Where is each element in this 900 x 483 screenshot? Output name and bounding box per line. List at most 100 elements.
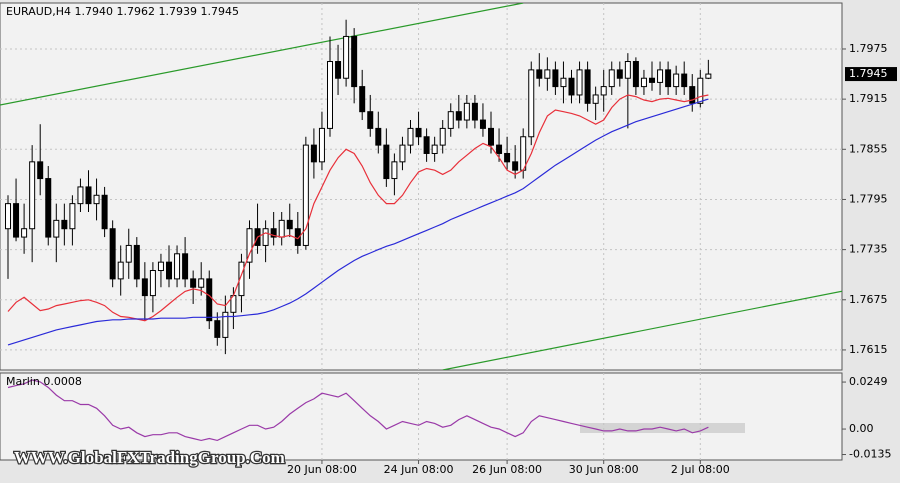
candle-body [222, 311, 229, 338]
x-tick-label: 20 Jun 08:00 [287, 463, 357, 476]
candle-body [520, 136, 527, 171]
candle-body [488, 127, 494, 146]
y-tick-label: 1.7915 [849, 92, 888, 105]
candle-body [359, 86, 366, 113]
candle-body [13, 203, 20, 238]
candle-body [697, 77, 704, 104]
candle-body [270, 228, 277, 238]
candle-body [375, 127, 382, 146]
indicator-line [7, 379, 709, 442]
y-tick-label: 1.7855 [849, 142, 888, 155]
candle-body [327, 61, 333, 129]
candle-body [552, 69, 559, 88]
candle-body [351, 35, 358, 88]
candle-body [528, 69, 535, 138]
candle-body [29, 161, 36, 230]
y-tick-label: 1.7735 [849, 243, 888, 256]
candle-body [383, 144, 390, 180]
candle-body [5, 203, 11, 230]
candle-body [182, 253, 189, 280]
candle-body [310, 144, 317, 163]
candle-body [125, 244, 132, 263]
last-price-label: 1.7945 [849, 67, 888, 80]
candle-body [560, 77, 567, 88]
candle-body [77, 186, 84, 205]
candle-body [657, 69, 664, 83]
candle-body [673, 73, 680, 88]
x-tick-label: 24 Jun 08:00 [384, 463, 454, 476]
candle-body [85, 186, 92, 205]
candle-body [439, 127, 446, 146]
candle-body [367, 111, 374, 129]
y-tick-label: -0.0135 [849, 448, 891, 461]
candle-body [166, 261, 172, 280]
trendline [0, 3, 524, 106]
candle-body [101, 194, 108, 230]
candle-body [616, 69, 623, 79]
candle-body [431, 144, 438, 154]
candle-body [608, 69, 615, 88]
candle-body [455, 111, 462, 121]
candle-body [174, 253, 181, 280]
candle-body [681, 73, 688, 88]
candle-body [568, 77, 575, 96]
candle-body [262, 228, 269, 246]
candle-body [536, 69, 543, 79]
candle-body [512, 161, 519, 171]
moving-average [7, 94, 709, 322]
x-tick-label: 30 Jun 08:00 [569, 463, 639, 476]
candle-body [214, 320, 221, 338]
candle-body [584, 69, 591, 104]
candle-body [246, 228, 253, 263]
candle-body [399, 144, 406, 163]
candle-body [21, 228, 28, 238]
candle-body [133, 244, 140, 280]
candle-body [109, 228, 116, 280]
y-tick-label: 1.7795 [849, 192, 888, 205]
candle-body [343, 35, 350, 79]
candle-body [479, 119, 486, 129]
watermark: WWW.GlobalFXTradingGroup.Com [14, 448, 285, 467]
candle-body [157, 261, 164, 272]
candle-body [53, 219, 60, 238]
candle-body [415, 127, 422, 138]
candle-body [117, 261, 124, 280]
candle-body [600, 86, 607, 96]
candle-body [238, 261, 245, 297]
chart-title: EURAUD,H4 1.7940 1.7962 1.7939 1.7945 [6, 5, 239, 18]
y-tick-label: 1.7975 [849, 42, 888, 55]
candle-body [689, 86, 696, 104]
last-price-box [845, 67, 897, 82]
candle-body [198, 278, 205, 288]
candle-body [632, 61, 639, 88]
candle-body [471, 102, 478, 121]
candle-body [391, 161, 398, 180]
candle-body [649, 77, 655, 83]
candle-body [576, 69, 583, 96]
candle-body [69, 203, 76, 230]
candle-body [447, 111, 454, 129]
candle-body [141, 278, 148, 297]
candle-body [624, 61, 631, 79]
y-tick-label: 0.00 [849, 422, 874, 435]
candle-body [37, 161, 44, 180]
y-tick-label: 0.0249 [849, 375, 888, 388]
candle-body [45, 178, 52, 238]
candle-body [206, 278, 213, 322]
candle-body [496, 144, 503, 154]
candle-body [463, 102, 470, 121]
candle-body [302, 144, 309, 246]
indicator-title: Marlin 0.0008 [6, 375, 82, 388]
candle-body [190, 278, 197, 288]
candle-body [407, 127, 414, 146]
candle-body [640, 77, 647, 88]
candle-body [278, 219, 285, 238]
candle-body [705, 73, 712, 79]
candle-body [592, 94, 599, 104]
y-tick-label: 1.7675 [849, 293, 888, 306]
moving-average [7, 98, 709, 346]
candle-body [286, 219, 293, 230]
candle-body [423, 136, 430, 154]
indicator-plot [0, 372, 843, 461]
